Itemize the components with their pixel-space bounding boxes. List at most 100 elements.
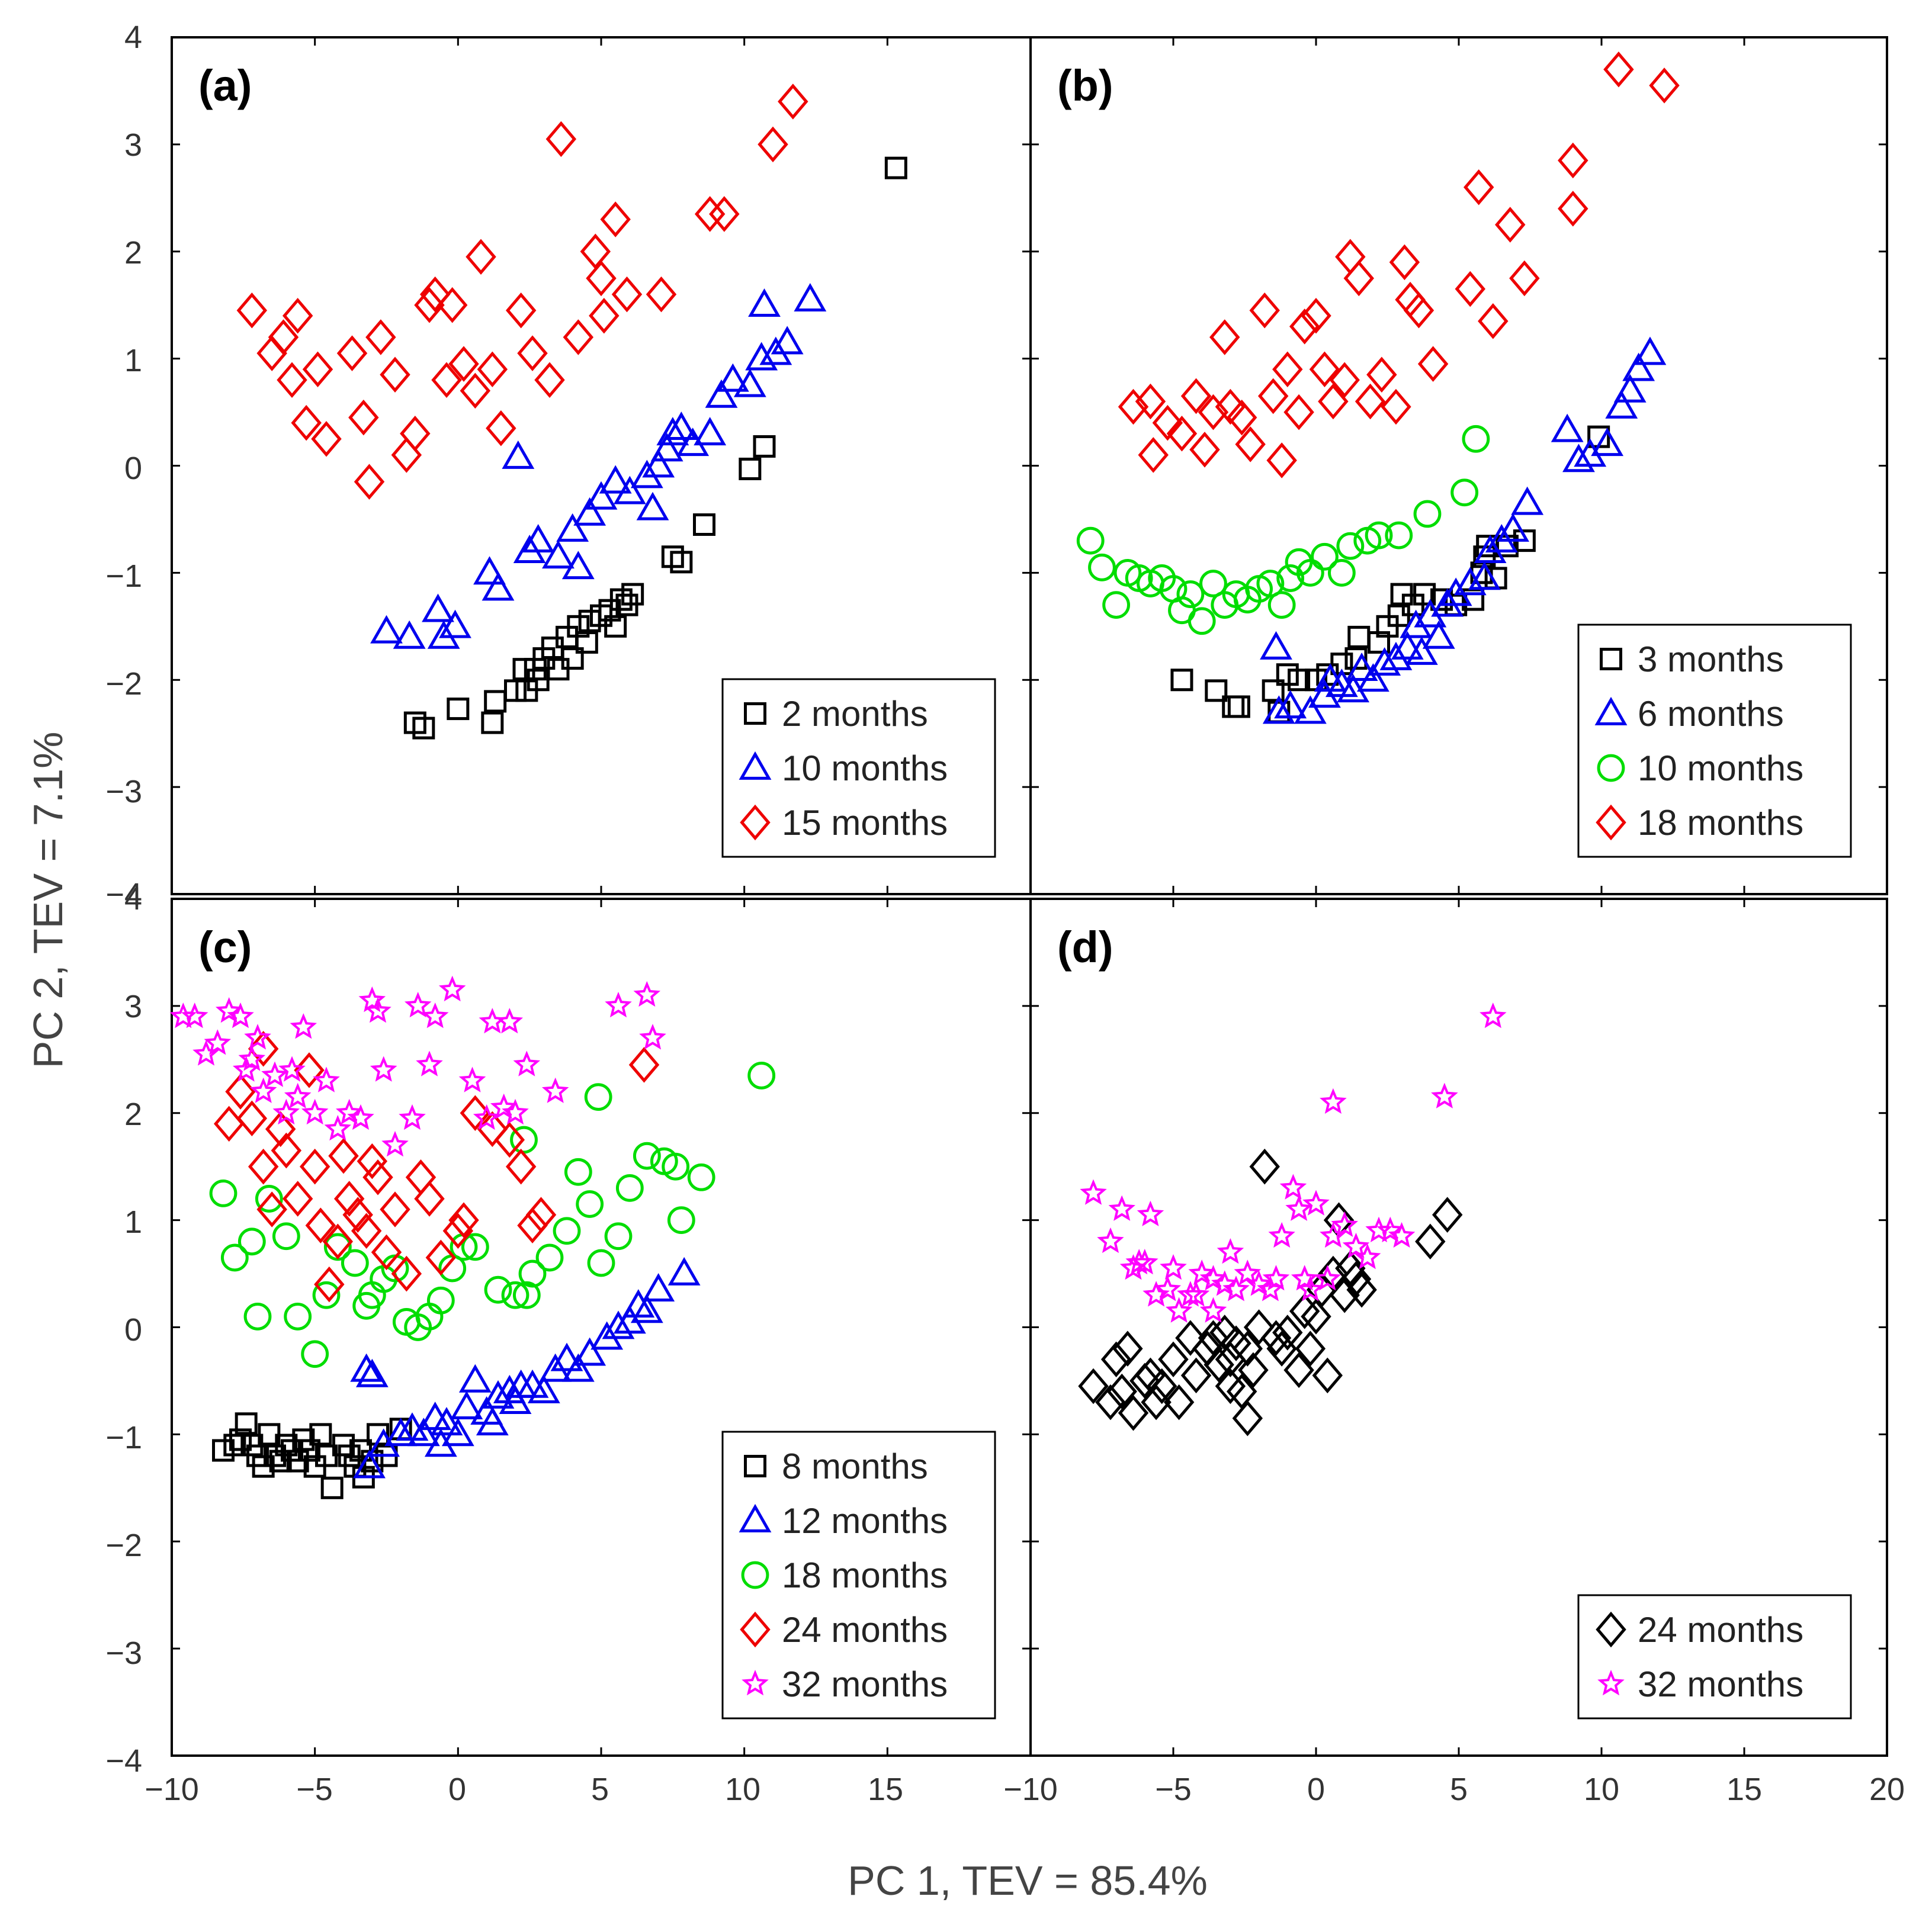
data-point-circle <box>1176 580 1205 608</box>
legend-marker-square <box>744 702 766 725</box>
data-point-circle <box>1365 521 1393 549</box>
data-point-diamond <box>460 1095 491 1132</box>
data-point-triangle <box>630 1294 663 1323</box>
data-point-circle <box>687 1163 715 1191</box>
data-point-star <box>490 1093 518 1120</box>
panel-b-tag: (b) <box>1057 61 1113 110</box>
data-point-star <box>204 1029 232 1055</box>
data-point-triangle <box>716 363 749 392</box>
y-tick-label: −2 <box>105 1528 142 1563</box>
data-point-triangle <box>1511 486 1544 515</box>
data-point-star <box>1245 1270 1273 1296</box>
data-point-diamond <box>265 1111 296 1148</box>
data-point-diamond <box>1558 191 1588 227</box>
panel-points <box>236 83 907 740</box>
data-point-diamond <box>305 1207 336 1243</box>
data-point-triangle <box>458 1364 492 1393</box>
data-point-star <box>238 1045 266 1071</box>
data-point-circle <box>1088 553 1116 581</box>
panel-c-tag: (c) <box>198 923 252 972</box>
y-tick-labels: 4 3 2 1 0 −1 −2 −3 −4 4 3 2 1 0 −1 −2 −3… <box>105 20 142 1779</box>
data-point-diamond <box>419 276 451 313</box>
data-point-diamond <box>357 1143 388 1180</box>
data-point-triangle <box>499 1385 532 1414</box>
data-point-diamond <box>586 260 617 297</box>
y-tick-label: 2 <box>124 235 142 271</box>
data-point-diamond <box>1415 1223 1446 1260</box>
data-point-star <box>1388 1222 1416 1248</box>
data-point-diamond <box>1232 1400 1263 1436</box>
data-point-triangle <box>771 326 804 355</box>
data-point-circle <box>1462 425 1490 453</box>
x-tick-label: 10 <box>725 1772 760 1807</box>
data-point-diamond <box>302 351 333 387</box>
data-point-star <box>473 1104 500 1130</box>
data-point-triangle <box>602 1310 635 1339</box>
data-point-triangle <box>636 491 669 520</box>
legend-label: 3 months <box>1638 639 1784 679</box>
legend: 24 months 32 months <box>1577 1594 1852 1720</box>
data-point-triangle <box>1260 631 1292 660</box>
data-point-diamond <box>1135 383 1166 420</box>
data-point-triangle <box>353 1450 386 1479</box>
data-point-star <box>1165 1297 1193 1323</box>
data-point-star <box>1279 1174 1307 1200</box>
data-point-star <box>1142 1281 1170 1307</box>
data-point-star <box>1097 1227 1124 1254</box>
data-point-diamond <box>336 335 368 371</box>
data-point-diamond <box>1266 442 1297 478</box>
data-point-diamond <box>1249 292 1280 329</box>
data-point-triangle <box>384 1418 418 1447</box>
data-point-diamond <box>1235 426 1266 462</box>
data-point-triangle <box>1613 374 1647 403</box>
data-point-star <box>399 1104 426 1130</box>
data-point-square <box>884 156 907 179</box>
data-point-diamond <box>448 346 479 382</box>
data-point-diamond <box>314 1266 345 1303</box>
data-point-triangle <box>482 572 515 601</box>
data-point-star <box>1211 1270 1238 1296</box>
data-point-triangle <box>350 1353 383 1382</box>
data-point-diamond <box>1257 378 1289 414</box>
legend: 8 months 12 months 18 months 24 months 32 mo… <box>721 1431 996 1720</box>
data-point-star <box>335 1098 363 1125</box>
data-point-diamond <box>328 1137 359 1174</box>
x-tick-label: 0 <box>1307 1772 1325 1807</box>
data-point-triangle <box>473 556 506 585</box>
data-point-diamond <box>354 464 385 500</box>
data-point-star <box>324 1114 352 1141</box>
data-point-diamond <box>437 287 468 323</box>
data-point-triangle <box>650 433 683 462</box>
data-point-triangle <box>613 475 646 504</box>
data-point-diamond <box>1312 1357 1343 1394</box>
data-point-circle <box>484 1275 512 1304</box>
data-point-circle <box>564 1158 592 1186</box>
y-tick-label: −1 <box>105 1420 142 1455</box>
data-point-diamond <box>1226 399 1257 436</box>
panel-frames <box>171 36 1888 1757</box>
data-point-diamond <box>1649 68 1680 104</box>
data-point-triangle <box>393 620 426 649</box>
data-point-triangle <box>1468 561 1501 590</box>
legend-label: 18 months <box>1638 803 1803 843</box>
data-point-diamond <box>494 1121 525 1158</box>
data-point-circle <box>1296 558 1324 587</box>
data-point-triangle <box>665 412 698 441</box>
data-point-diamond <box>611 276 643 313</box>
data-point-triangle <box>573 1337 606 1366</box>
data-point-diamond <box>1403 292 1434 329</box>
data-point-star <box>605 991 632 1018</box>
data-point-diamond <box>1329 362 1360 399</box>
data-point-triangle <box>522 523 555 552</box>
data-point-diamond <box>460 372 491 409</box>
data-point-diamond <box>400 415 431 452</box>
data-point-square <box>309 1423 332 1446</box>
y-tick-label: −1 <box>105 558 142 594</box>
data-point-square <box>561 647 584 670</box>
panel-points <box>1076 52 1680 724</box>
data-point-circle <box>272 1222 300 1251</box>
data-point-diamond <box>1106 1373 1137 1410</box>
data-point-diamond <box>311 421 342 457</box>
data-point-diamond <box>225 1074 256 1110</box>
data-point-diamond <box>1495 207 1526 243</box>
